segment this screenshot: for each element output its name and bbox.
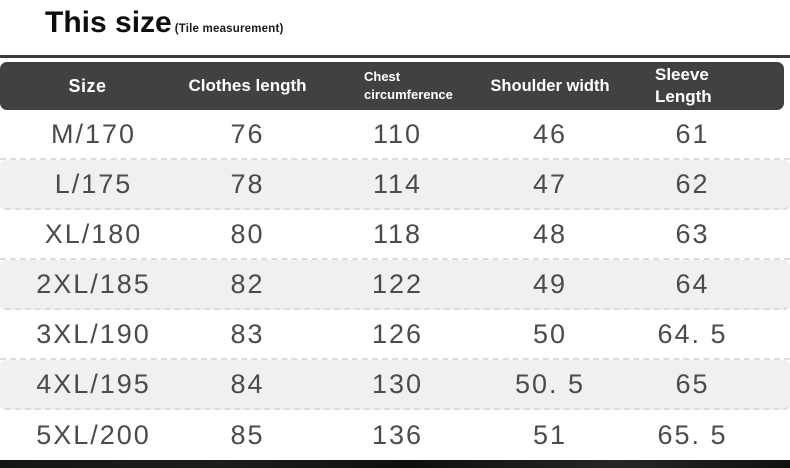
header-chest-circumference: Chest circumference: [320, 68, 475, 103]
title-text: This size: [45, 6, 172, 39]
cell-sleeve: 64. 5: [657, 318, 728, 349]
top-divider-line: [0, 55, 790, 58]
cell-shoulder: 50. 5: [514, 368, 586, 399]
cell-clothes-length: 78: [230, 168, 265, 199]
table-row: XL/180 80 118 48 63: [0, 210, 790, 260]
header-chest-line1: Chest: [364, 69, 401, 85]
cell-size: 3XL/190: [36, 318, 151, 349]
cell-shoulder: 50: [532, 318, 568, 349]
header-sleeve-line1: Sleeve: [655, 64, 709, 84]
header-sleeve-length: Sleeve Length: [625, 64, 784, 108]
cell-size: 4XL/195: [36, 368, 151, 399]
cell-sleeve: 61: [675, 118, 710, 149]
cell-sleeve: 65: [675, 368, 710, 399]
cell-chest: 136: [371, 419, 424, 450]
table-row: 3XL/190 83 126 50 64. 5: [0, 310, 790, 360]
cell-sleeve: 65. 5: [657, 419, 728, 450]
table-row: 2XL/185 82 122 49 64: [0, 260, 790, 310]
cell-chest: 122: [371, 268, 424, 299]
header-shoulder-width: Shoulder width: [490, 76, 610, 95]
size-table-body: M/170 76 110 46 61 L/175 78 114 47 62 XL…: [0, 110, 790, 460]
table-row: M/170 76 110 46 61: [0, 110, 790, 160]
cell-shoulder: 48: [532, 218, 568, 249]
header-chest-line2: circumference: [364, 87, 453, 102]
cell-shoulder: 47: [532, 168, 568, 199]
cell-size: 2XL/185: [36, 268, 151, 299]
cell-chest: 130: [371, 368, 424, 399]
cell-clothes-length: 85: [230, 419, 265, 450]
header-clothes-length: Clothes length: [188, 76, 307, 95]
cell-chest: 114: [372, 168, 423, 199]
cell-sleeve: 62: [675, 168, 710, 199]
cell-clothes-length: 76: [230, 118, 265, 149]
cell-sleeve: 63: [675, 218, 710, 249]
cell-clothes-length: 82: [230, 268, 265, 299]
cell-chest: 126: [371, 318, 424, 349]
header-sleeve-line2: Length: [655, 87, 712, 106]
table-row: 4XL/195 84 130 50. 5 65: [0, 360, 790, 410]
cell-clothes-length: 80: [230, 218, 265, 249]
cell-size: 5XL/200: [36, 419, 151, 450]
cell-shoulder: 46: [532, 118, 568, 149]
size-table-header-row: Size Clothes length Chest circumference …: [0, 62, 784, 110]
cell-size: XL/180: [44, 218, 143, 249]
cell-chest: 110: [372, 118, 423, 149]
cell-size: L/175: [54, 168, 133, 199]
title-note: (Tile measurement): [174, 23, 284, 35]
cell-shoulder: 51: [532, 419, 568, 450]
cell-clothes-length: 83: [230, 318, 265, 349]
cell-size: M/170: [50, 118, 137, 149]
cell-chest: 118: [372, 218, 423, 249]
header-size: Size: [68, 75, 107, 96]
page-title: This size (Tile measurement): [45, 6, 284, 40]
table-row: 5XL/200 85 136 51 65. 5: [0, 410, 790, 460]
table-row: L/175 78 114 47 62: [0, 160, 790, 210]
cell-shoulder: 49: [532, 268, 568, 299]
cell-clothes-length: 84: [230, 368, 265, 399]
cell-sleeve: 64: [675, 268, 710, 299]
bottom-photo-edge-bar: [0, 460, 790, 468]
